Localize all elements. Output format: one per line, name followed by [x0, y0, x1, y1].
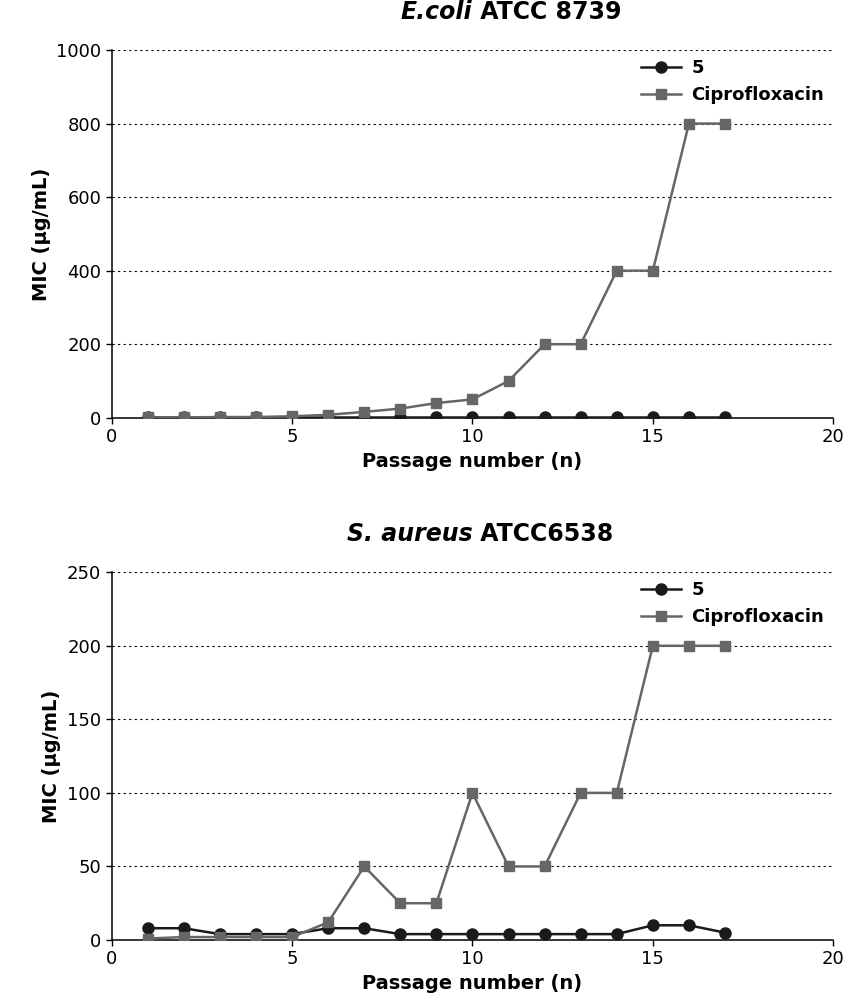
Text: S. aureus: S. aureus	[347, 522, 472, 546]
Y-axis label: MIC (μg/mL): MIC (μg/mL)	[32, 167, 51, 301]
Legend: 5, Ciprofloxacin: 5, Ciprofloxacin	[641, 59, 824, 104]
Text: ATCC 8739: ATCC 8739	[472, 0, 622, 24]
Y-axis label: MIC (μg/mL): MIC (μg/mL)	[42, 689, 62, 823]
Text: E.coli: E.coli	[401, 0, 472, 24]
X-axis label: Passage number (n): Passage number (n)	[362, 452, 582, 471]
Legend: 5, Ciprofloxacin: 5, Ciprofloxacin	[641, 581, 824, 626]
X-axis label: Passage number (n): Passage number (n)	[362, 974, 582, 993]
Text: ATCC6538: ATCC6538	[472, 522, 613, 546]
